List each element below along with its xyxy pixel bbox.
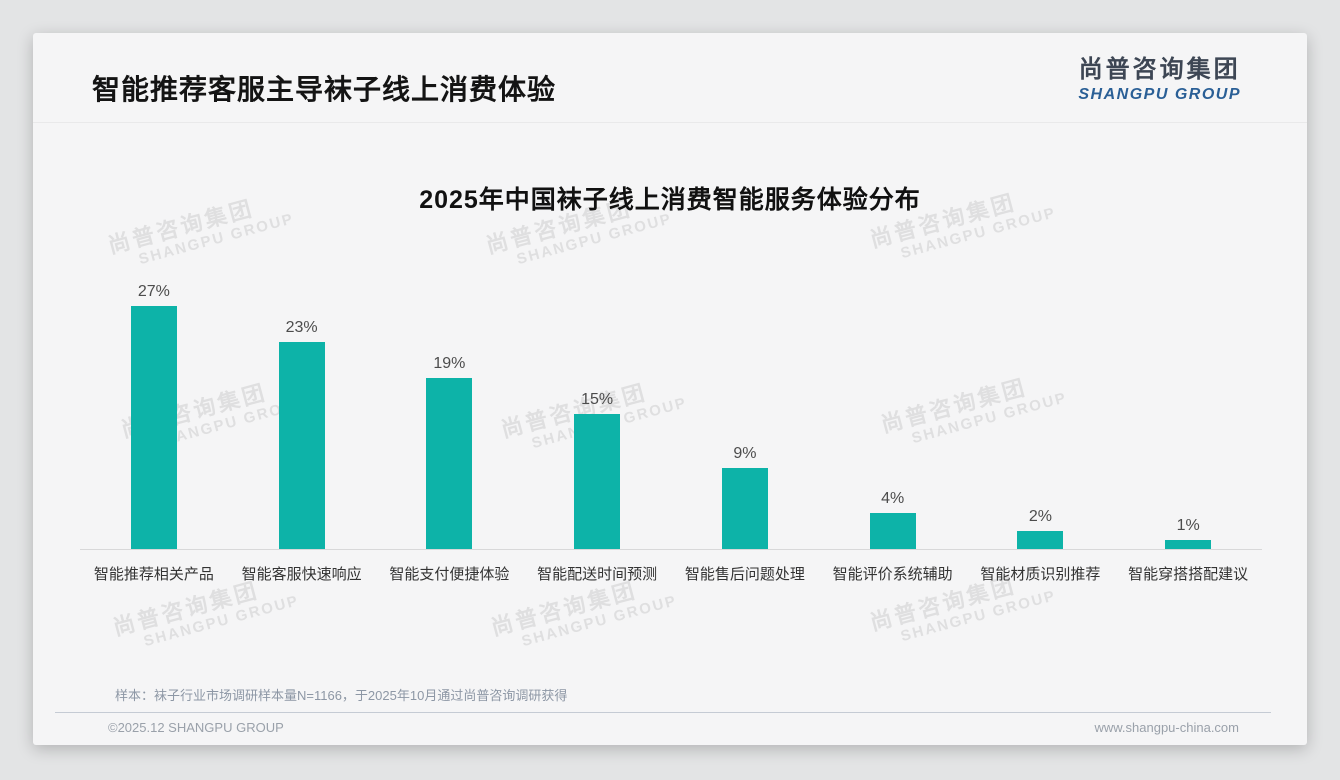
bar-column: 15%: [523, 391, 671, 549]
category-label: 智能材质识别推荐: [980, 566, 1101, 583]
bar: [1017, 531, 1064, 549]
watermark-text-en: SHANGPU GROUP: [898, 587, 1059, 646]
bar-column: 1%: [1114, 517, 1262, 549]
value-label: 27%: [137, 283, 170, 300]
bar: [574, 414, 621, 549]
copyright-text: ©2025.12 SHANGPU GROUP: [108, 720, 284, 735]
header-divider: [33, 122, 1307, 123]
company-logo: 尚普咨询集团 SHANGPU GROUP: [1078, 55, 1241, 105]
value-label: 2%: [1028, 508, 1052, 525]
page-title: 智能推荐客服主导袜子线上消费体验: [92, 74, 557, 105]
watermark-text-en: SHANGPU GROUP: [519, 592, 680, 651]
bar-column: 2%: [967, 508, 1115, 549]
category-label: 智能支付便捷体验: [389, 566, 510, 583]
value-label: 9%: [733, 445, 757, 462]
value-label: 15%: [581, 391, 614, 408]
bar-column: 23%: [228, 319, 376, 549]
website-url: www.shangpu-china.com: [1094, 720, 1239, 735]
value-label: 1%: [1176, 517, 1200, 534]
bar: [869, 513, 916, 549]
watermark-text-en: SHANGPU GROUP: [141, 592, 302, 651]
bar-column: 27%: [80, 283, 228, 549]
bar: [1165, 540, 1212, 549]
category-label: 智能售后问题处理: [684, 566, 805, 583]
plot-area: 27% 23% 19% 15% 9% 4% 2% 1%: [80, 263, 1262, 550]
sample-note: 样本：袜子行业市场调研样本量N=1166，于2025年10月通过尚普咨询调研获得: [115, 688, 568, 703]
category-label: 智能客服快速响应: [241, 566, 362, 583]
category-label: 智能配送时间预测: [537, 566, 658, 583]
value-label: 4%: [881, 490, 905, 507]
bar-column: 19%: [376, 355, 524, 549]
bar-column: 4%: [819, 490, 967, 549]
value-label: 23%: [285, 319, 318, 336]
logo-text-cn: 尚普咨询集团: [1078, 56, 1241, 83]
category-label: 智能穿搭搭配建议: [1128, 566, 1249, 583]
chart-title: 2025年中国袜子线上消费智能服务体验分布: [419, 186, 921, 214]
bar-column: 9%: [671, 445, 819, 549]
category-label: 智能评价系统辅助: [832, 566, 953, 583]
bar: [278, 342, 325, 549]
value-label: 19%: [433, 355, 466, 372]
footer-divider: [55, 712, 1271, 713]
bar: [721, 468, 768, 549]
logo-text-en: SHANGPU GROUP: [1078, 86, 1241, 103]
bar: [426, 378, 473, 549]
report-card: 尚普咨询集团 SHANGPU GROUP 尚普咨询集团 SHANGPU GROUP 尚普…: [33, 33, 1307, 745]
bar: [130, 306, 177, 549]
category-label: 智能推荐相关产品: [93, 566, 214, 583]
category-labels: 智能推荐相关产品 智能客服快速响应 智能支付便捷体验 智能配送时间预测 智能售后问题处理…: [80, 563, 1262, 584]
